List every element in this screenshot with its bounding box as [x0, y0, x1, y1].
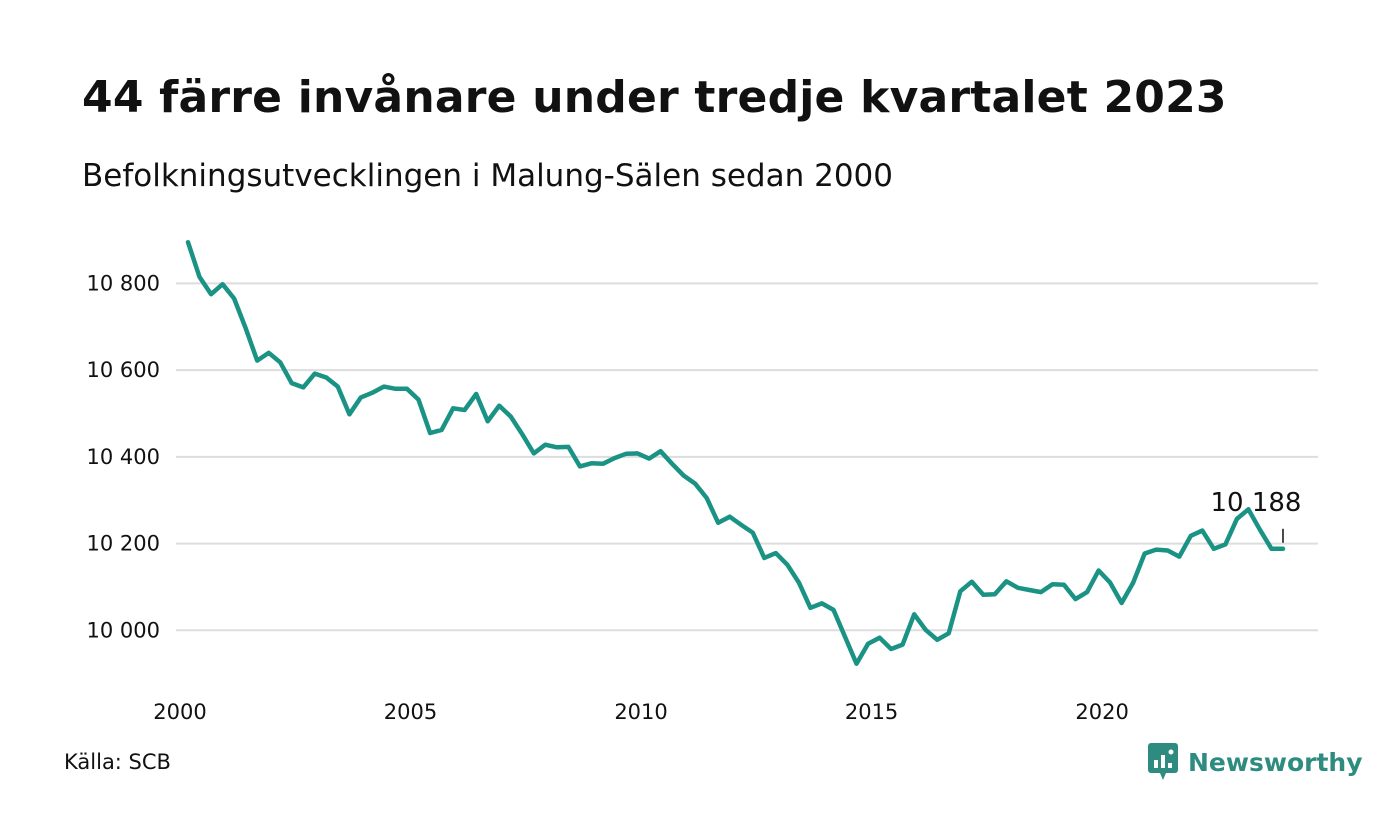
y-tick-label: 10 600	[87, 358, 160, 382]
series-line-population	[185, 239, 1286, 666]
x-tick-label: 2010	[614, 700, 667, 724]
y-tick-label: 10 200	[87, 532, 160, 556]
x-tick-label: 2020	[1075, 700, 1128, 724]
chart-title: 44 färre invånare under tredje kvartalet…	[82, 72, 1227, 123]
x-tick-label: 2005	[384, 700, 437, 724]
gridlines	[176, 282, 1318, 632]
end-value-label: 10 188	[1211, 488, 1302, 518]
x-tick-label: 2000	[153, 700, 206, 724]
brand-logo: Newsworthy	[1148, 742, 1363, 782]
newsworthy-logo-icon	[1148, 743, 1178, 780]
x-tick-label: 2015	[845, 700, 898, 724]
source-note: Källa: SCB	[64, 750, 171, 774]
y-tick-label: 10 800	[87, 271, 160, 295]
brand-name: Newsworthy	[1188, 747, 1363, 777]
x-axis-ticks: 2000 2005 2010 2015 2020	[153, 700, 1129, 724]
y-tick-label: 10 400	[87, 445, 160, 469]
y-tick-label: 10 000	[87, 618, 160, 642]
chart-subtitle: Befolkningsutvecklingen i Malung-Sälen s…	[82, 158, 893, 194]
y-axis-ticks: 10 000 10 200 10 400 10 600 10 800	[87, 271, 160, 642]
